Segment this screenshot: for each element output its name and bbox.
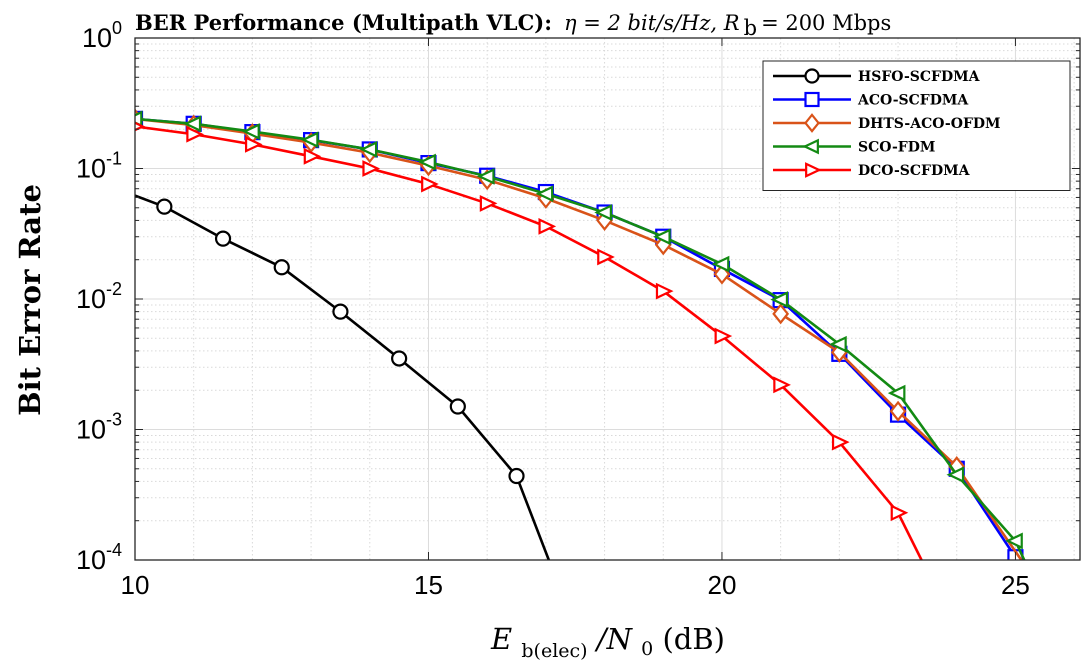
data-point <box>332 303 349 320</box>
legend-label: SCO-FDM <box>858 140 935 156</box>
chart-title: BER Performance (Multipath VLC): η = 2 b… <box>135 10 891 40</box>
series-layer <box>135 108 1026 560</box>
legend-label: HSFO-SCFDMA <box>858 69 981 85</box>
data-point <box>421 175 439 193</box>
data-point <box>391 350 408 367</box>
y-tick-label: 10-4 <box>76 540 122 575</box>
data-point <box>805 162 822 178</box>
x-tick-label: 25 <box>1001 570 1030 600</box>
legend-item: SCO-FDM <box>773 138 935 156</box>
data-point <box>135 121 146 132</box>
x-axis-label: E b(elec) /N 0 (dB) <box>490 622 725 664</box>
series-sco-fdm <box>135 110 1026 560</box>
data-point <box>449 398 466 415</box>
data-point <box>804 91 820 108</box>
legend-label: DHTS-ACO-OFDM <box>858 116 1001 132</box>
data-point <box>711 255 730 273</box>
data-point <box>772 303 790 325</box>
data-point <box>135 110 143 128</box>
chart-title-rest: η = 2 bit/s/Hz, R <box>564 11 740 35</box>
data-point <box>889 400 907 422</box>
data-point <box>538 218 557 235</box>
x-tick-label: 20 <box>707 570 736 600</box>
data-point <box>418 153 436 171</box>
data-point <box>508 467 525 485</box>
data-point <box>770 291 789 308</box>
ticks: 10 15 20 25 100 10-1 10-2 10-3 10-4 <box>76 18 1080 600</box>
x-axis-label-sub: b(elec) <box>521 640 587 662</box>
data-point <box>829 335 847 353</box>
data-point <box>594 204 612 221</box>
legend-item: ACO-SCFDMA <box>773 91 969 109</box>
legend-label: DCO-SCFDMA <box>858 163 971 179</box>
data-point <box>214 230 232 247</box>
data-point <box>359 141 378 158</box>
y-tick-label: 10-3 <box>76 410 122 445</box>
legend-label: ACO-SCFDMA <box>857 93 969 109</box>
x-axis-label-mid: /N <box>594 622 634 656</box>
chart-title-sub: b <box>744 16 757 40</box>
legend-item: DHTS-ACO-OFDM <box>773 113 1001 133</box>
x-axis-label-sub2: 0 <box>641 638 653 660</box>
data-point <box>303 147 322 165</box>
y-tick-label: 10-1 <box>76 149 122 184</box>
x-axis-label-tail: (dB) <box>662 622 725 656</box>
data-point <box>831 433 850 451</box>
data-point <box>773 376 791 394</box>
data-point <box>652 228 671 246</box>
series-line <box>135 117 1023 560</box>
x-tick-label: 10 <box>121 570 150 600</box>
data-point <box>242 123 260 140</box>
data-point <box>655 282 674 300</box>
data-point <box>183 115 202 133</box>
data-point <box>273 259 290 276</box>
series-dco-scfdma <box>135 121 923 560</box>
data-point <box>802 138 819 155</box>
data-point <box>597 248 615 266</box>
data-point <box>186 125 204 143</box>
data-point <box>300 131 319 149</box>
y-tick-label: 100 <box>82 18 122 53</box>
chart-title-tail: = 200 Mbps <box>761 11 891 35</box>
data-point <box>804 68 820 84</box>
x-tick-label: 15 <box>414 570 443 600</box>
series-hsfo-scfdma <box>135 194 551 560</box>
y-tick-label: 10-2 <box>76 279 122 314</box>
data-point <box>804 113 820 133</box>
data-point <box>244 136 263 153</box>
legend: HSFO-SCFDMA ACO-SCFDMA DHTS-ACO-OFDM SCO-FD… <box>762 60 1071 191</box>
data-point <box>890 504 909 522</box>
legend-item: DCO-SCFDMA <box>773 162 971 179</box>
data-point <box>946 466 965 484</box>
legend-item: HSFO-SCFDMA <box>773 68 981 85</box>
data-point <box>362 160 381 177</box>
data-point <box>1005 532 1023 550</box>
data-point <box>476 168 495 185</box>
data-point <box>535 185 554 203</box>
grid <box>134 37 1080 561</box>
chart-title-bold: BER Performance (Multipath VLC): <box>135 10 552 35</box>
data-point <box>714 327 733 345</box>
data-point <box>887 384 906 402</box>
data-point <box>156 198 173 215</box>
data-point <box>479 195 498 212</box>
x-axis-label-main: E <box>490 622 512 656</box>
y-axis-label: Bit Error Rate <box>13 184 47 416</box>
